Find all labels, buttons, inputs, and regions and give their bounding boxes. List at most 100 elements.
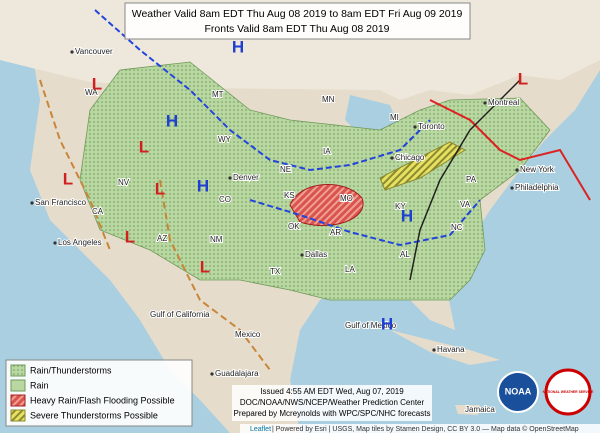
city-dot — [30, 201, 34, 205]
stationary-front — [249, 199, 481, 247]
legend-swatch — [10, 394, 26, 407]
place-label: KY — [395, 202, 406, 211]
place-label: Dallas — [305, 250, 327, 259]
place-label: San Francisco — [35, 198, 87, 207]
place-label: Chicago — [395, 153, 425, 162]
city-dot — [413, 125, 417, 129]
legend-label: Severe Thunderstorms Possible — [30, 410, 158, 420]
trough — [409, 79, 521, 281]
attribution-text: | Powered by Esri | USGS, Map tiles by S… — [272, 425, 579, 433]
legend-swatch — [10, 364, 26, 377]
header-box — [124, 2, 471, 40]
city-dot — [510, 186, 514, 190]
place-label: Gulf of California — [150, 310, 210, 319]
legend-swatch — [10, 409, 26, 422]
place-label: Mexico — [235, 330, 261, 339]
place-label: Guadalajara — [215, 369, 259, 378]
low-pressure: L — [63, 169, 73, 188]
place-label: Gulf of Mexico — [345, 321, 397, 330]
city-dot — [210, 372, 214, 376]
city-dot — [228, 176, 232, 180]
cold-front — [94, 9, 431, 172]
place-label: MI — [390, 113, 399, 122]
header-line: Weather Valid 8am EDT Thu Aug 08 2019 to… — [132, 8, 463, 20]
credits-line: Prepared by Mcreynolds with WPC/SPC/NHC … — [234, 409, 431, 418]
noaa-logo — [497, 371, 539, 413]
low-pressure: L — [155, 179, 165, 198]
rain-thunderstorms-area — [79, 61, 551, 301]
low-pressure: L — [92, 74, 102, 93]
legend-swatch — [10, 379, 26, 392]
place-label: NV — [118, 178, 130, 187]
city-dot — [300, 253, 304, 257]
legend-box — [5, 359, 193, 427]
low-pressure: L — [139, 137, 149, 156]
place-label: CO — [219, 195, 231, 204]
place-label: PA — [466, 175, 477, 184]
place-label: Havana — [437, 345, 465, 354]
city-dot — [70, 50, 74, 54]
warm-front — [429, 99, 591, 201]
legend-label: Rain — [30, 380, 49, 390]
place-label: MT — [212, 90, 224, 99]
place-label: KS — [284, 191, 295, 200]
place-label: Montreal — [488, 98, 519, 107]
trough-dashed — [39, 79, 111, 251]
high-pressure: H — [232, 37, 244, 56]
high-pressure: H — [381, 314, 393, 333]
place-label: OK — [288, 222, 300, 231]
place-label: CA — [92, 207, 104, 216]
low-pressure: L — [125, 227, 135, 246]
city-dot — [483, 101, 487, 105]
cuba — [390, 330, 500, 365]
city-dot — [390, 156, 394, 160]
place-label: WY — [218, 135, 232, 144]
place-labels: Vancouver WA MT MN Toronto Montreal WY IA Chicag… — [30, 46, 560, 415]
place-label: NM — [210, 235, 223, 244]
high-pressure: H — [166, 111, 178, 130]
place-label: LA — [345, 265, 355, 274]
city-dot — [432, 348, 436, 352]
credits-line: Issued 4:55 AM EDT Wed, Aug 07, 2019 — [260, 387, 404, 396]
place-label: Philadelphia — [515, 183, 559, 192]
city-dot — [515, 168, 519, 172]
legend-label: Rain/Thunderstorms — [30, 365, 112, 375]
noaa-logo-text: NOAA — [505, 386, 532, 396]
legend-label: Heavy Rain/Flash Flooding Possible — [30, 395, 175, 405]
nws-logo — [544, 368, 592, 416]
place-label: VA — [460, 200, 471, 209]
attribution-box — [240, 424, 600, 433]
high-pressure: H — [197, 176, 209, 195]
jamaica — [455, 405, 480, 415]
place-label: Vancouver — [75, 47, 113, 56]
place-label: MN — [322, 95, 335, 104]
place-label: NC — [451, 223, 463, 232]
high-pressure: H — [401, 206, 413, 225]
trough-dashed — [159, 179, 271, 371]
place-label: Toronto — [418, 122, 445, 131]
place-label: Denver — [233, 173, 259, 182]
place-label: IA — [323, 147, 331, 156]
severe-area — [379, 141, 466, 191]
place-label: NE — [280, 165, 291, 174]
credits-line: DOC/NOAA/NWS/NCEP/Weather Prediction Cen… — [240, 398, 425, 407]
low-pressure: L — [518, 69, 528, 88]
header-line: Fronts Valid 8am EDT Thu Aug 08 2019 — [204, 23, 389, 35]
nws-logo-text: NATIONAL WEATHER SERVICE — [543, 390, 595, 394]
low-pressure: L — [200, 257, 210, 276]
place-label: New York — [520, 165, 555, 174]
heavy-rain-area — [289, 184, 364, 226]
place-label: Los Angeles — [58, 238, 102, 247]
place-label: TX — [270, 267, 281, 276]
place-label: Jamaica — [465, 405, 495, 414]
place-label: MO — [340, 194, 353, 203]
place-label: WA — [85, 88, 98, 97]
attribution-link[interactable]: Leaflet — [250, 426, 271, 433]
place-label: AR — [330, 228, 341, 237]
city-dot — [53, 241, 57, 245]
place-label: AL — [400, 250, 410, 259]
credits-box — [232, 385, 432, 421]
place-label: AZ — [157, 234, 167, 243]
